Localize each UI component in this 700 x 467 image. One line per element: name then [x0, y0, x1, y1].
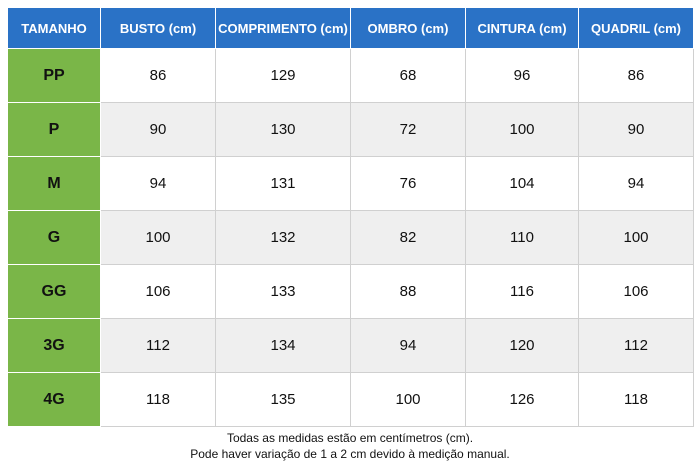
measure-cell: 90	[100, 102, 216, 157]
table-row: G 100 132 82 110 100	[7, 210, 694, 265]
measure-cell: 130	[215, 102, 351, 157]
size-cell: PP	[7, 48, 101, 103]
size-cell: 4G	[7, 372, 101, 427]
measure-cell: 100	[578, 210, 694, 265]
measure-cell: 131	[215, 156, 351, 211]
measure-cell: 76	[350, 156, 466, 211]
size-cell: M	[7, 156, 101, 211]
measure-cell: 135	[215, 372, 351, 427]
header-cell: QUADRIL (cm)	[578, 7, 694, 49]
measure-cell: 68	[350, 48, 466, 103]
measure-cell: 120	[465, 318, 579, 373]
measure-cell: 112	[100, 318, 216, 373]
measure-cell: 100	[100, 210, 216, 265]
measure-cell: 90	[578, 102, 694, 157]
measure-cell: 118	[578, 372, 694, 427]
header-cell: BUSTO (cm)	[100, 7, 216, 49]
measure-cell: 106	[100, 264, 216, 319]
measure-cell: 94	[578, 156, 694, 211]
measure-cell: 118	[100, 372, 216, 427]
size-cell: GG	[7, 264, 101, 319]
measure-cell: 94	[350, 318, 466, 373]
measure-cell: 100	[350, 372, 466, 427]
measure-cell: 106	[578, 264, 694, 319]
measure-cell: 82	[350, 210, 466, 265]
header-cell: TAMANHO	[7, 7, 101, 49]
measure-cell: 116	[465, 264, 579, 319]
measure-cell: 112	[578, 318, 694, 373]
table-row: 3G 112 134 94 120 112	[7, 318, 694, 373]
footer-line: Pode haver variação de 1 a 2 cm devido à…	[190, 447, 510, 461]
measure-cell: 94	[100, 156, 216, 211]
size-table: TAMANHO BUSTO (cm) COMPRIMENTO (cm) OMBRO (…	[7, 7, 694, 427]
table-row: GG 106 133 88 116 106	[7, 264, 694, 319]
measure-cell: 126	[465, 372, 579, 427]
table-row: P 90 130 72 100 90	[7, 102, 694, 157]
table-row: 4G 118 135 100 126 118	[7, 372, 694, 427]
measure-cell: 100	[465, 102, 579, 157]
header-row: TAMANHO BUSTO (cm) COMPRIMENTO (cm) OMBRO (…	[7, 7, 694, 49]
measure-cell: 133	[215, 264, 351, 319]
measure-cell: 134	[215, 318, 351, 373]
table-row: PP 86 129 68 96 86	[7, 48, 694, 103]
header-cell: CINTURA (cm)	[465, 7, 579, 49]
measure-cell: 72	[350, 102, 466, 157]
measure-cell: 110	[465, 210, 579, 265]
header-cell: COMPRIMENTO (cm)	[215, 7, 351, 49]
header-cell: OMBRO (cm)	[350, 7, 466, 49]
measure-cell: 86	[100, 48, 216, 103]
measure-cell: 132	[215, 210, 351, 265]
measure-cell: 96	[465, 48, 579, 103]
measure-cell: 104	[465, 156, 579, 211]
table-row: M 94 131 76 104 94	[7, 156, 694, 211]
measure-cell: 129	[215, 48, 351, 103]
size-cell: G	[7, 210, 101, 265]
footer: Todas as medidas estão em centímetros (c…	[0, 430, 700, 462]
size-cell: 3G	[7, 318, 101, 373]
measure-cell: 86	[578, 48, 694, 103]
measure-cell: 88	[350, 264, 466, 319]
size-cell: P	[7, 102, 101, 157]
footer-line: Todas as medidas estão em centímetros (c…	[226, 431, 474, 445]
